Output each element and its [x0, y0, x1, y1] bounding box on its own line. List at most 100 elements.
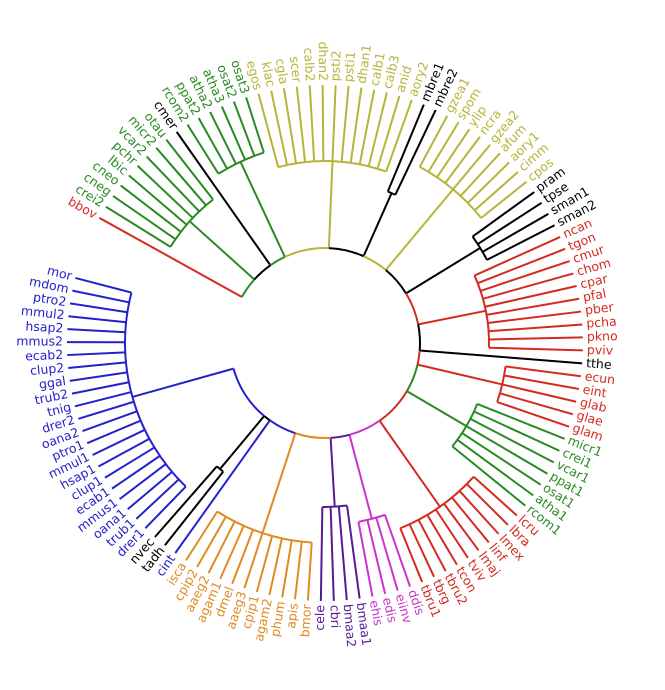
leaf-label: tnig	[45, 399, 72, 419]
branch	[399, 527, 424, 583]
leaf-label: anid	[392, 64, 414, 94]
branch	[112, 195, 177, 241]
branch	[486, 297, 580, 316]
branch	[329, 506, 335, 601]
branch	[255, 535, 274, 593]
branch	[165, 138, 214, 201]
branch	[418, 115, 449, 168]
branch	[376, 95, 401, 170]
branch	[503, 374, 580, 391]
branch	[104, 446, 155, 479]
branch	[482, 212, 549, 253]
branch-arc	[277, 160, 387, 173]
stem	[378, 420, 441, 508]
branch	[268, 538, 283, 596]
branch	[501, 383, 577, 403]
stem	[417, 309, 487, 326]
stem	[327, 161, 334, 249]
branch	[357, 521, 374, 597]
branch	[375, 517, 399, 591]
branch	[466, 483, 509, 526]
branch	[331, 85, 337, 162]
leaf-label: mmus2	[16, 333, 63, 348]
branch	[68, 315, 127, 324]
branch	[476, 402, 565, 440]
branch	[196, 516, 227, 568]
branch	[337, 506, 348, 601]
branch	[75, 276, 132, 294]
branch	[474, 235, 561, 277]
stem	[406, 390, 467, 427]
leaf-label: calb1	[367, 51, 388, 87]
branch	[340, 85, 350, 162]
stem	[348, 434, 373, 520]
core-arc	[295, 432, 331, 439]
branch	[443, 503, 480, 551]
branch	[452, 144, 491, 190]
branch	[524, 357, 583, 365]
core-arc	[385, 269, 407, 294]
branch	[417, 519, 447, 572]
branch	[127, 471, 173, 511]
branch	[144, 485, 187, 529]
core-arc	[253, 264, 271, 281]
branch	[136, 165, 194, 219]
stem	[362, 192, 393, 257]
core-arc	[417, 324, 421, 351]
leaf-label: tthe	[586, 355, 613, 372]
branch	[451, 445, 526, 507]
core-arc	[416, 350, 421, 365]
leaf-label: clup2	[29, 360, 64, 378]
branch	[367, 92, 388, 167]
leaf-label: eint	[582, 381, 608, 400]
branch	[98, 217, 151, 247]
branch	[219, 525, 245, 580]
stem	[149, 245, 243, 298]
core-arc	[363, 255, 387, 271]
branch	[385, 99, 413, 172]
leaf-label: pkno	[587, 328, 618, 344]
leaf-label: pber	[584, 299, 615, 317]
branch	[456, 439, 534, 497]
leaf-label: calb2	[301, 47, 318, 82]
branch	[451, 496, 490, 543]
branch	[308, 85, 316, 162]
branch-arc	[358, 513, 386, 523]
branch	[154, 465, 218, 538]
branch	[496, 401, 570, 428]
branch	[175, 131, 232, 210]
branch	[394, 109, 437, 196]
branch	[98, 437, 150, 468]
branch	[282, 88, 298, 164]
branch-arc	[124, 292, 187, 488]
branch	[295, 86, 307, 163]
leaf-label: psti1	[340, 51, 358, 83]
branch	[346, 505, 361, 599]
branch-arc	[471, 235, 488, 261]
stem	[261, 432, 297, 534]
leaf-label: dhan2	[316, 42, 331, 82]
branch	[459, 152, 501, 197]
branch	[118, 463, 167, 500]
branch	[426, 514, 458, 566]
branch	[74, 391, 132, 408]
branch	[349, 87, 363, 163]
leaf-label: cele	[312, 605, 327, 631]
branch	[487, 310, 582, 325]
branch	[505, 365, 581, 378]
stem	[229, 208, 272, 266]
branch	[458, 490, 500, 535]
branch	[488, 323, 583, 333]
stem	[385, 188, 454, 271]
branch	[72, 289, 130, 304]
branch	[472, 191, 535, 238]
leaf-label: edis	[380, 596, 401, 624]
branch	[480, 260, 570, 292]
branch	[78, 400, 135, 420]
leaf-label: mmul2	[20, 303, 65, 322]
stem	[218, 419, 271, 492]
core-arc	[328, 247, 364, 258]
leaf-label: bmor	[297, 603, 314, 638]
branch	[82, 410, 138, 433]
branch	[220, 106, 246, 161]
